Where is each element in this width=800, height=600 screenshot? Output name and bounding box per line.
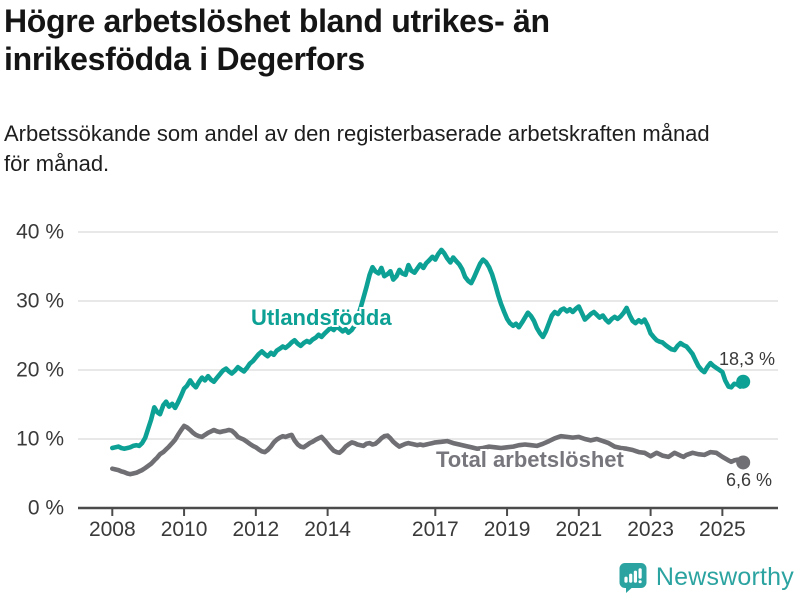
series-label-total-arbetsloshet: Total arbetslöshet (436, 447, 624, 472)
chart-subtitle-line-2: för månad. (4, 151, 110, 176)
y-axis-tick-label: 40 % (16, 220, 64, 244)
x-axis-tick-label: 2021 (555, 518, 603, 541)
chart-subtitle-line-1: Arbetssökande som andel av den registerb… (4, 121, 710, 146)
newsworthy-wordmark: Newsworthy (655, 563, 794, 591)
x-axis-tick-label: 2008 (88, 518, 136, 541)
page-title-line-1: Högre arbetslöshet bland utrikes- än (4, 3, 550, 39)
series-end-dot-utlandsfodda (736, 374, 751, 389)
x-axis-tick-label: 2019 (483, 518, 531, 541)
newsworthy-chart-bubble-icon (619, 563, 647, 593)
y-axis-tick-label: 20 % (16, 358, 64, 382)
chart-subtitle: Arbetssökande som andel av den registerb… (4, 119, 710, 179)
series-line-utlandsfodda (110, 247, 746, 452)
newsworthy-logo: Newsworthy (619, 562, 794, 593)
x-axis-tick-label: 2017 (411, 518, 459, 541)
end-value-label-utlandsfodda: 18,3 % (719, 349, 776, 369)
y-axis-tick-label: 0 % (27, 496, 64, 520)
end-value-label-total: 6,6 % (726, 470, 773, 490)
x-axis-tick-label: 2014 (304, 518, 351, 541)
series-line-total-arbetsloshet (110, 423, 746, 477)
x-axis-tick-label: 2025 (699, 518, 746, 541)
series-label-utlandsfodda: Utlandsfödda (251, 305, 392, 330)
x-axis-tick-label: 2023 (627, 518, 674, 541)
page-title-line-2: inrikesfödda i Degerfors (4, 41, 365, 77)
page-title: Högre arbetslöshet bland utrikes- än inr… (4, 2, 550, 78)
x-axis-tick-label: 2010 (160, 518, 208, 541)
y-axis-tick-label: 10 % (16, 427, 64, 451)
series-end-dot-total-arbetsloshet (736, 455, 751, 470)
x-axis-tick-label: 2012 (232, 518, 280, 541)
y-axis-tick-label: 30 % (16, 289, 64, 313)
